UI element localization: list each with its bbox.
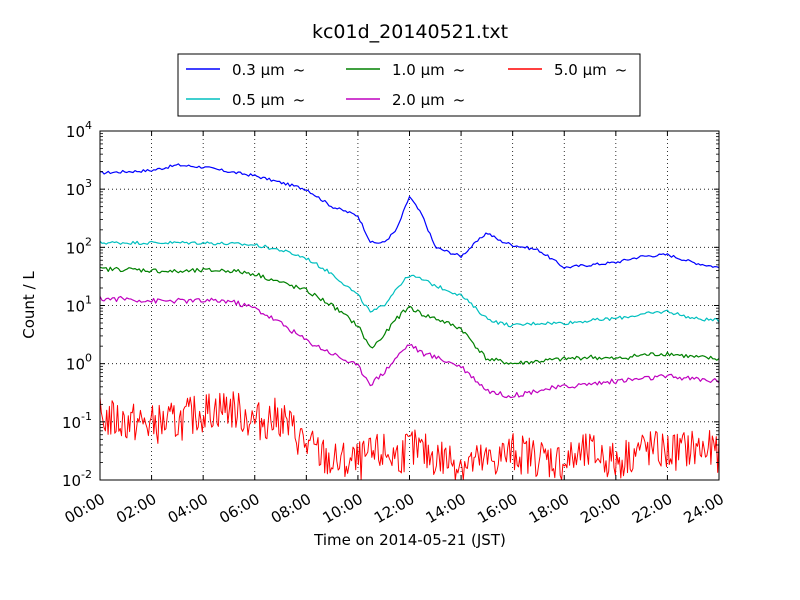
legend-box (177, 53, 641, 117)
y-tick-label: 103 (66, 177, 92, 199)
x-tick-label: 12:00 (371, 490, 417, 527)
series-layer (99, 163, 720, 481)
legend: 0.3 μm ~ 0.5 μm ~ 1.0 μm ~ 2.0 μm ~ 5.0 μm ~ (177, 53, 641, 117)
y-tick-label: 101 (66, 294, 92, 316)
legend-label: 2.0 μm ~ (392, 91, 465, 109)
legend-label: 0.3 μm ~ (232, 61, 305, 79)
series-line (99, 163, 720, 269)
x-tick-label: 04:00 (165, 490, 211, 527)
x-tick-label: 08:00 (268, 490, 314, 527)
x-tick-label: 00:00 (62, 490, 108, 527)
y-axis-label: Count / L (20, 271, 38, 339)
x-tick-label: 20:00 (577, 490, 623, 527)
series-line (99, 240, 720, 328)
x-tick-label: 22:00 (629, 490, 675, 527)
y-axis-ticks: 10-2 10-1 100 101 102 103 104 (62, 119, 719, 490)
series-line (99, 391, 720, 481)
x-tick-label: 02:00 (113, 490, 159, 527)
series-line (99, 295, 720, 399)
x-axis-label: Time on 2014-05-21 (JST) (313, 531, 506, 549)
chart-title: kc01d_20140521.txt (312, 21, 508, 43)
series-line (99, 266, 720, 365)
x-tick-label: 16:00 (474, 490, 520, 527)
x-tick-label: 06:00 (216, 490, 262, 527)
y-tick-label: 104 (66, 119, 92, 141)
x-tick-label: 18:00 (526, 490, 572, 527)
legend-label: 0.5 μm ~ (232, 91, 305, 109)
legend-label: 5.0 μm ~ (554, 61, 627, 79)
x-tick-label: 24:00 (681, 490, 727, 527)
legend-label: 1.0 μm ~ (392, 61, 465, 79)
x-tick-label: 10:00 (319, 490, 365, 527)
y-tick-label: 100 (66, 352, 92, 374)
x-tick-label: 14:00 (423, 490, 469, 527)
y-tick-label: 10-1 (62, 410, 92, 432)
y-tick-label: 102 (66, 235, 92, 257)
y-tick-label: 10-2 (62, 468, 92, 490)
